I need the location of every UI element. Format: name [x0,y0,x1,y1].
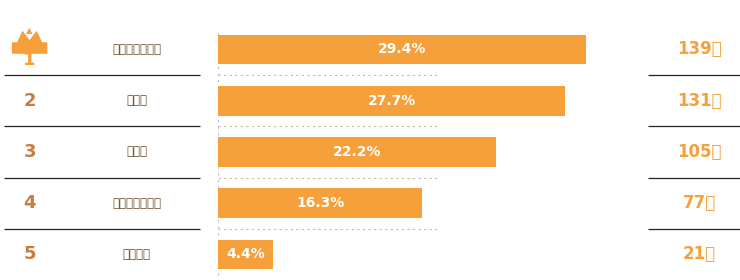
Text: 無香料: 無香料 [127,145,147,158]
Text: 4: 4 [24,194,36,212]
Text: 21人: 21人 [683,245,716,263]
Text: 29.4%: 29.4% [378,43,426,57]
Polygon shape [12,31,47,54]
Text: ▲: ▲ [27,26,33,35]
Text: 105人: 105人 [677,143,722,161]
Text: 77人: 77人 [683,194,716,212]
Text: 膚のしっとり感: 膚のしっとり感 [112,197,161,210]
Text: 16.3%: 16.3% [296,196,344,210]
Text: 泡立ち: 泡立ち [127,94,147,107]
Text: 合わない: 合わない [123,248,151,261]
Text: 27.7%: 27.7% [368,94,416,108]
Text: 131人: 131人 [677,92,722,110]
Text: 139人: 139人 [677,40,722,59]
Text: 22.2%: 22.2% [333,145,381,159]
Bar [218,34,586,64]
Text: 5: 5 [24,245,36,263]
Text: 2: 2 [24,92,36,110]
Bar [218,239,273,269]
Bar [218,137,496,167]
Text: 1: 1 [24,51,36,69]
Text: 3: 3 [24,143,36,161]
Bar [218,86,565,116]
Text: 泡のキメ細かさ: 泡のキメ細かさ [112,43,161,56]
Bar [218,188,423,218]
Text: 4.4%: 4.4% [226,248,265,262]
Text: 20代→15.2%・30代→43.7%・40代→24.8%・50代→12.0%・60代→4.4%（合計473名）: 20代→15.2%・30代→43.7%・40代→24.8%・50代→12.0%・… [286,7,598,17]
